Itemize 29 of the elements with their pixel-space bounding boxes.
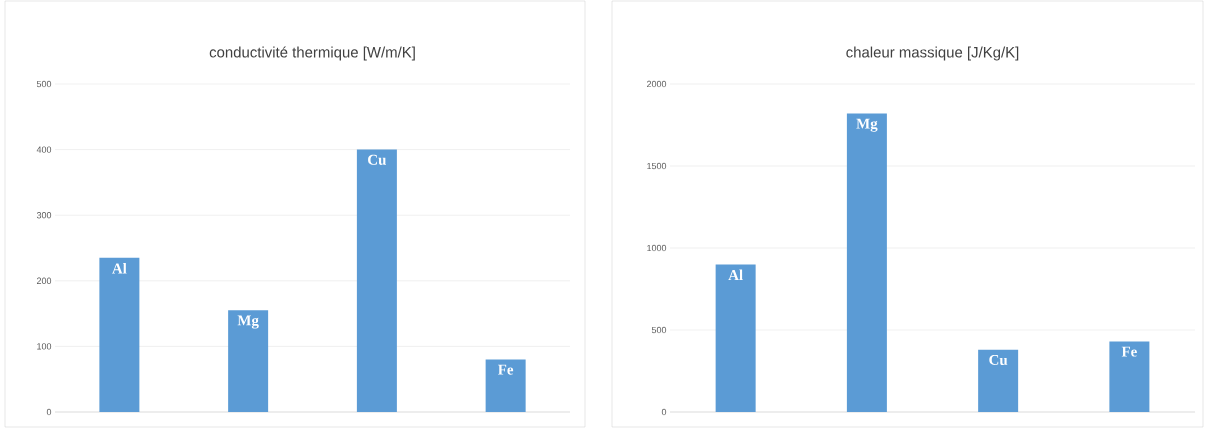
bar [356, 149, 397, 412]
chart-title: chaleur massique [J/Kg/K] [846, 46, 1019, 61]
x-tick-label: Al [112, 263, 127, 274]
bar [1109, 341, 1150, 412]
y-tick-label: 500 [36, 80, 52, 88]
bar [485, 359, 526, 412]
x-tick-label: Mg [237, 315, 259, 329]
bar [228, 310, 269, 412]
y-tick-label: 500 [651, 326, 667, 334]
y-tick-label: 300 [36, 212, 52, 219]
x-tick-label: Mg [856, 118, 878, 132]
bar [846, 113, 887, 412]
bar [715, 264, 756, 412]
y-tick-label: 200 [36, 277, 52, 284]
y-tick-label: 0 [661, 408, 667, 416]
x-tick-label: Fe [498, 364, 514, 375]
x-tick-label: Cu [989, 354, 1008, 365]
y-tick-label: 100 [37, 343, 52, 350]
y-tick-label: 400 [36, 146, 52, 153]
x-tick-label: Fe [1121, 346, 1137, 357]
y-tick-label: 0 [46, 408, 52, 416]
x-tick-label: Al [728, 269, 743, 280]
bar [978, 349, 1019, 412]
bar [99, 257, 140, 412]
y-tick-label: 2000 [647, 80, 667, 88]
y-tick-label: 1000 [647, 244, 667, 252]
y-tick-label: 1500 [647, 162, 667, 170]
x-tick-label: Cu [368, 154, 387, 165]
chart-title: conductivité thermique [W/m/K] [209, 46, 415, 61]
